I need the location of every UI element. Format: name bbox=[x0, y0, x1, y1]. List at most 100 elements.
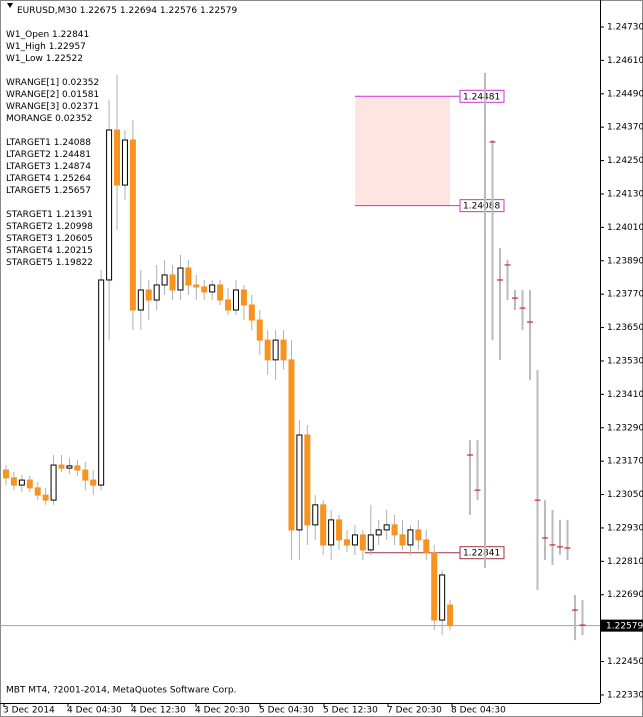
info-name: W1_Open bbox=[6, 30, 49, 40]
info-value: 1.24874 bbox=[54, 162, 91, 172]
y-tick-label: 1.24610 bbox=[607, 56, 643, 66]
candle-body bbox=[3, 469, 9, 479]
candle-body bbox=[34, 487, 41, 496]
candle-body bbox=[391, 524, 398, 536]
info-line: STARGET4 1.20215 bbox=[6, 246, 93, 256]
y-tick-label: 1.22330 bbox=[607, 690, 643, 700]
info-line: STARGET1 1.21391 bbox=[6, 210, 93, 220]
info-line: LTARGET4 1.25264 bbox=[6, 174, 91, 184]
symbol: EURUSD,M30 bbox=[17, 6, 77, 16]
candle-body bbox=[217, 284, 224, 301]
candle-body bbox=[288, 359, 295, 531]
candle-body bbox=[399, 534, 406, 546]
candle-body bbox=[439, 574, 446, 621]
candle-body bbox=[10, 477, 17, 486]
info-name: LTARGET5 bbox=[6, 186, 51, 196]
candle-body bbox=[367, 534, 374, 551]
info-line: LTARGET3 1.24874 bbox=[6, 162, 91, 172]
info-name: LTARGET2 bbox=[6, 150, 51, 160]
info-line: LTARGET1 1.24088 bbox=[6, 138, 91, 148]
candle-body bbox=[58, 464, 65, 469]
candle-body bbox=[383, 524, 390, 531]
x-tick-label: 5 Dec 12:30 bbox=[323, 706, 378, 716]
header-value: 1.22694 bbox=[120, 6, 157, 16]
candle-body bbox=[240, 289, 247, 306]
candle-body bbox=[304, 434, 311, 526]
header-value: 1.22576 bbox=[160, 6, 197, 16]
info-name: LTARGET4 bbox=[6, 174, 51, 184]
candle-body bbox=[82, 469, 89, 481]
candle-body bbox=[74, 465, 81, 471]
info-name: STARGET4 bbox=[6, 246, 53, 256]
info-line: W1_Low 1.22522 bbox=[6, 54, 83, 64]
y-tick-label: 1.24250 bbox=[607, 156, 643, 166]
candle-body bbox=[225, 299, 232, 311]
info-line: LTARGET5 1.25657 bbox=[6, 186, 91, 196]
y-tick-label: 1.24490 bbox=[607, 89, 643, 99]
open-level-box bbox=[459, 546, 505, 560]
info-value: 0.01581 bbox=[62, 90, 99, 100]
candle-body bbox=[18, 479, 25, 486]
info-value: 1.21391 bbox=[56, 210, 93, 220]
candle-body bbox=[232, 289, 239, 311]
y-tick-label: 1.23530 bbox=[607, 356, 643, 366]
info-value: 1.24088 bbox=[54, 138, 91, 148]
info-value: 1.19822 bbox=[56, 258, 93, 268]
info-name: W1_Low bbox=[6, 54, 43, 64]
current-price-box bbox=[601, 619, 643, 632]
candle-body bbox=[407, 529, 414, 546]
info-name: STARGET2 bbox=[6, 222, 53, 232]
candle-body bbox=[169, 274, 176, 291]
header-value: 1.22675 bbox=[80, 6, 117, 16]
candle-body bbox=[320, 504, 327, 546]
info-line: WRANGE[1] 0.02352 bbox=[6, 78, 99, 88]
x-tick-label: 4 Dec 04:30 bbox=[67, 706, 122, 716]
candle-body bbox=[193, 284, 200, 288]
info-name: W1_High bbox=[6, 42, 46, 52]
info-value: 1.20215 bbox=[56, 246, 93, 256]
info-value: 1.25657 bbox=[54, 186, 91, 196]
y-tick-label: 1.24130 bbox=[607, 189, 643, 199]
info-name: LTARGET1 bbox=[6, 138, 51, 148]
info-line: WRANGE[2] 0.01581 bbox=[6, 90, 99, 100]
candle-body bbox=[137, 289, 144, 311]
x-tick-label: 4 Dec 20:30 bbox=[195, 706, 250, 716]
candle-body bbox=[296, 434, 303, 531]
candle-body bbox=[26, 479, 33, 489]
range-label: 1.24088 bbox=[463, 202, 500, 212]
candle-body bbox=[98, 279, 105, 486]
candle-body bbox=[145, 289, 152, 301]
info-value: 1.20998 bbox=[56, 222, 93, 232]
info-name: STARGET5 bbox=[6, 258, 53, 268]
y-tick-label: 1.24370 bbox=[607, 123, 643, 133]
candle-body bbox=[375, 529, 382, 536]
info-value: 0.02371 bbox=[62, 102, 99, 112]
x-tick-label: 4 Dec 12:30 bbox=[131, 706, 186, 716]
candle-body bbox=[177, 267, 184, 291]
candle-body bbox=[90, 479, 97, 486]
candle-body bbox=[415, 529, 422, 541]
info-line: W1_High 1.22957 bbox=[6, 42, 86, 52]
candle-body bbox=[447, 604, 454, 627]
x-tick-label: 3 Dec 2014 bbox=[3, 706, 55, 716]
y-tick-label: 1.23290 bbox=[607, 423, 643, 433]
candle-body bbox=[106, 129, 113, 281]
y-tick-label: 1.23050 bbox=[607, 490, 643, 500]
y-tick-label: 1.22810 bbox=[607, 557, 643, 567]
candle-body bbox=[50, 464, 57, 501]
y-tick-label: 1.24010 bbox=[607, 223, 643, 233]
candle-body bbox=[153, 284, 160, 301]
info-line: STARGET3 1.20605 bbox=[6, 234, 93, 244]
y-tick-label: 1.22690 bbox=[607, 590, 643, 600]
info-value: 0.02352 bbox=[55, 114, 92, 124]
info-name: WRANGE[3] bbox=[6, 102, 59, 112]
header-value: 1.22579 bbox=[200, 6, 237, 16]
info-name: LTARGET3 bbox=[6, 162, 51, 172]
candle-body bbox=[336, 519, 343, 541]
info-value: 1.22522 bbox=[46, 54, 83, 64]
info-line: W1_Open 1.22841 bbox=[6, 30, 89, 40]
candle-body bbox=[272, 339, 279, 361]
y-tick-label: 1.23890 bbox=[607, 256, 643, 266]
candle-body bbox=[423, 539, 430, 554]
